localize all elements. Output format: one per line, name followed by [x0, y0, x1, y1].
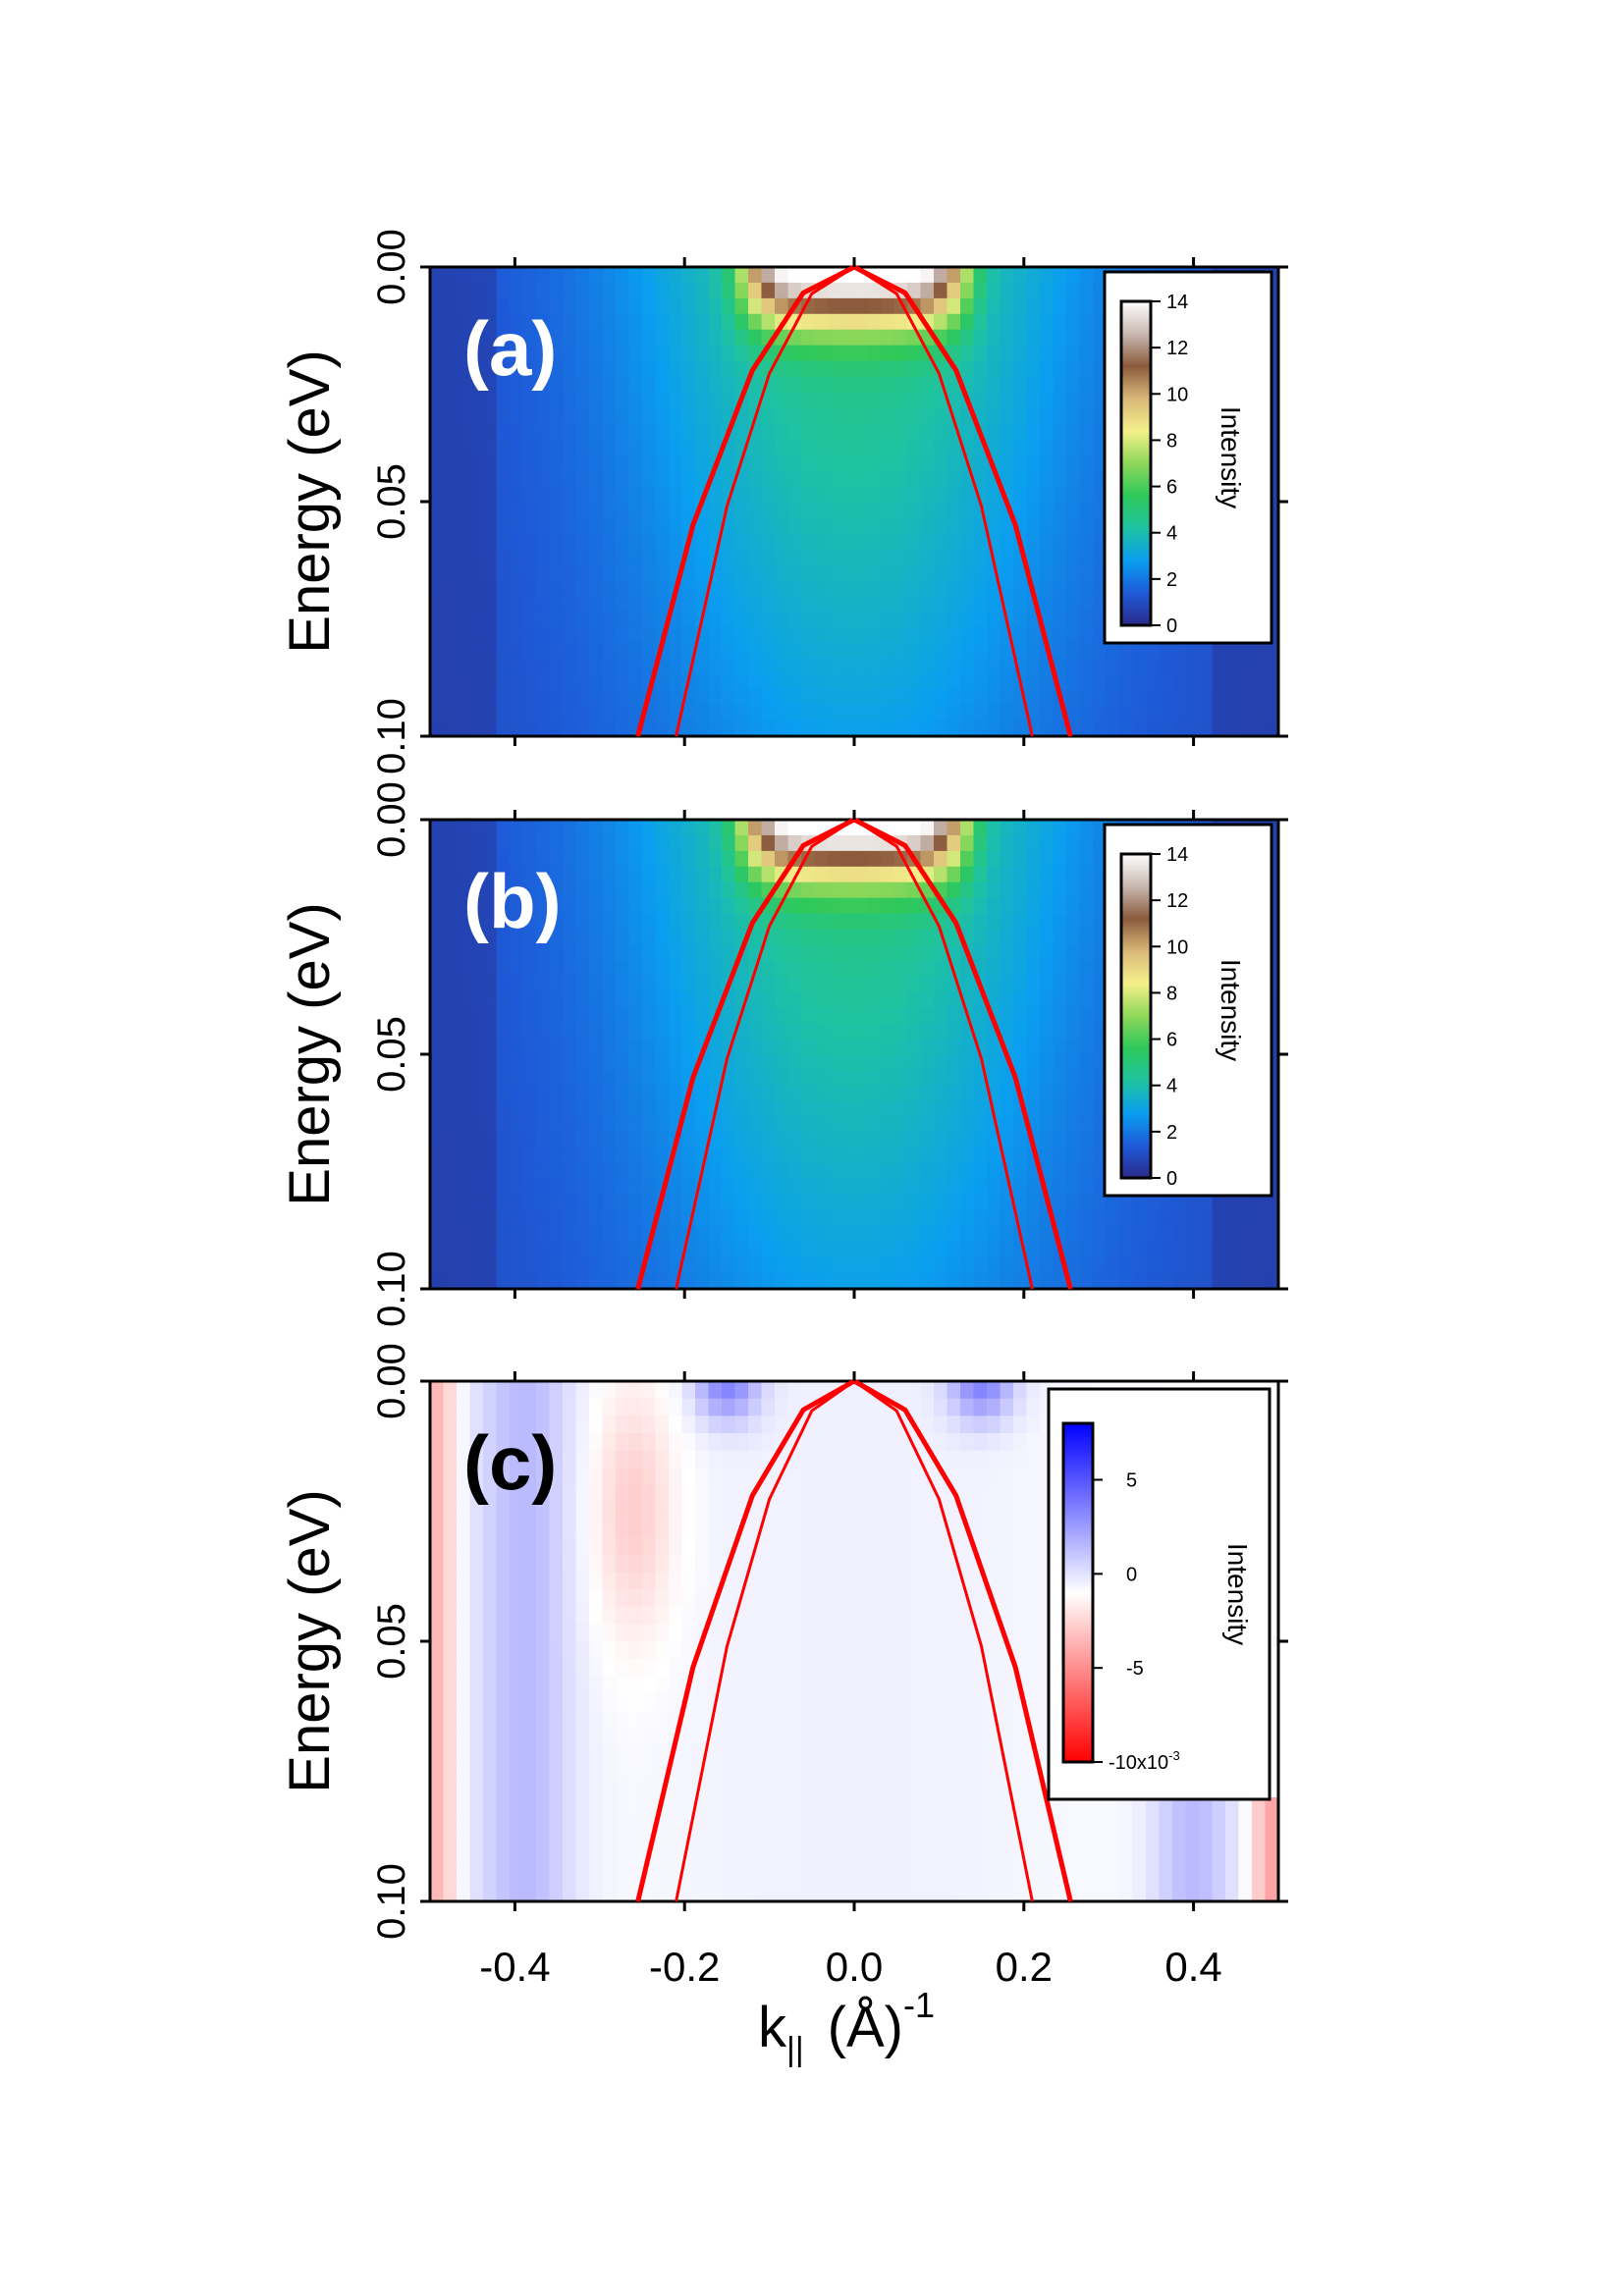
- y-tick-label: 0.10: [370, 1251, 413, 1327]
- panel-label: (c): [463, 1419, 557, 1506]
- colorbar-tick-label: 6: [1166, 1030, 1177, 1051]
- x-tick-label: -0.4: [479, 1944, 550, 1990]
- panel-label: (b): [463, 858, 562, 944]
- heatmap: [430, 267, 1279, 737]
- y-tick-label: 0.05: [370, 1016, 413, 1093]
- colorbar-tick-label: 4: [1166, 1076, 1177, 1097]
- colorbar-title: Intensity: [1216, 406, 1246, 508]
- y-axis-label: Energy (eV): [278, 349, 342, 653]
- panel-a: 0.00 0.05 0.10 Energy (eV) (a) 14 12 10 8 6 4 2 0 Int…: [278, 229, 1288, 774]
- y-tick-label: 0.00: [370, 229, 413, 305]
- colorbar-tick-label: 2: [1166, 1122, 1177, 1144]
- colorbar-tick-label: 2: [1166, 569, 1177, 591]
- y-tick-label: 0.05: [370, 463, 413, 540]
- x-axis-label: k|| (Å)-1: [758, 1985, 935, 2068]
- colorbar-tick-label: 6: [1166, 477, 1177, 499]
- panel-label: (a): [463, 305, 557, 392]
- y-tick-label: 0.10: [370, 698, 413, 774]
- colorbar-gradient: [1061, 1421, 1095, 1764]
- y-axis-label: Energy (eV): [278, 902, 342, 1205]
- panel-b: 0.00 0.05 0.10 Energy (eV) (b) 14 12 10 8 6 4 2 0 Int…: [278, 781, 1288, 1327]
- colorbar-tick-label: 10: [1166, 936, 1188, 958]
- colorbar-tick-label: 5: [1126, 1470, 1137, 1492]
- x-tick-label: 0.0: [826, 1944, 883, 1990]
- x-label-exp: -1: [903, 1985, 935, 2025]
- x-label-main: k: [758, 1996, 787, 2059]
- x-axis: -0.4 -0.2 0.0 0.2 0.4 k|| (Å)-1: [479, 1944, 1222, 2068]
- colorbar-gradient: [1119, 299, 1153, 627]
- x-tick-labels: -0.4 -0.2 0.0 0.2 0.4: [479, 1944, 1222, 1990]
- y-axis-label: Energy (eV): [278, 1489, 342, 1792]
- colorbar-tick-label: 0: [1126, 1564, 1137, 1585]
- colorbar-tick-label: -5: [1126, 1658, 1144, 1680]
- y-tick-label: 0.05: [370, 1603, 413, 1680]
- colorbar-title: Intensity: [1222, 1543, 1253, 1645]
- y-tick-label: 0.10: [370, 1863, 413, 1940]
- heatmap: [430, 1381, 1279, 1902]
- x-label-sub: ||: [786, 2031, 804, 2068]
- colorbar-tick-label: 8: [1166, 983, 1177, 1004]
- colorbar-tick-label: 12: [1166, 338, 1188, 359]
- colorbar-tick-label: 4: [1166, 523, 1177, 545]
- y-tick-label: 0.00: [370, 1343, 413, 1419]
- x-tick-label: -0.2: [649, 1944, 720, 1990]
- colorbar-tick-label: 12: [1166, 890, 1188, 912]
- colorbar-tick-label: 10: [1166, 384, 1188, 405]
- panel-c: 0.00 0.05 0.10 Energy (eV) (c) 5 0 -5 -10x10-3 In…: [278, 1343, 1288, 1940]
- colorbar-tick-label: 14: [1166, 844, 1188, 866]
- x-label-rest: (Å): [828, 1996, 903, 2059]
- colorbar-tick-label: 0: [1166, 615, 1177, 637]
- colorbar-tick-label: 8: [1166, 430, 1177, 452]
- colorbar-gradient: [1119, 852, 1153, 1180]
- colorbar-tick-label: -10x10-3: [1109, 1748, 1180, 1774]
- x-tick-label: 0.2: [996, 1944, 1053, 1990]
- colorbar-tick-label: 0: [1166, 1168, 1177, 1190]
- colorbar-title: Intensity: [1216, 959, 1246, 1061]
- x-tick-label: 0.4: [1164, 1944, 1221, 1990]
- colorbar-tick-label: 14: [1166, 292, 1188, 313]
- y-tick-label: 0.00: [370, 781, 413, 858]
